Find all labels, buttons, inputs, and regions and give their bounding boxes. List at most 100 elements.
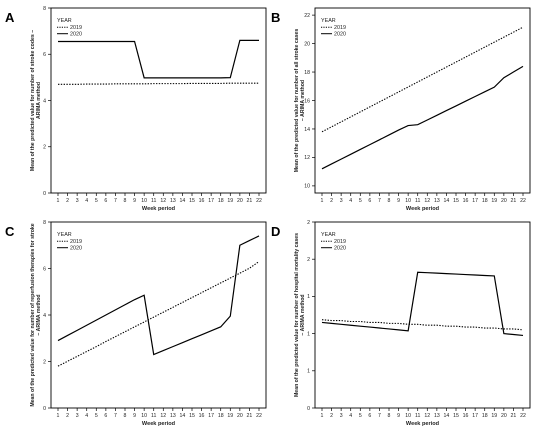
x-tick-label: 16: [199, 413, 205, 419]
x-tick-label: 8: [388, 413, 391, 419]
y-tick-label: 18: [304, 70, 310, 76]
series-line-2020: [321, 271, 524, 337]
x-tick-label: 6: [368, 198, 371, 204]
y-tick-label: 8: [43, 220, 46, 226]
y-tick-label: 14: [304, 127, 310, 133]
x-tick-label: 14: [444, 198, 450, 204]
y-axis-label-line: – ARIMA method: [300, 294, 306, 335]
x-tick-label: 13: [434, 198, 440, 204]
y-tick-label: 20: [304, 41, 310, 47]
x-tick-label: 11: [151, 413, 156, 419]
x-axis-label: Week period: [142, 421, 176, 427]
x-tick-label: 19: [227, 198, 233, 204]
x-tick-label: 10: [405, 413, 411, 419]
legend-label: 2020: [334, 32, 346, 38]
x-tick-label: 11: [415, 198, 420, 204]
y-tick-label: 16: [304, 98, 310, 104]
x-tick-label: 22: [520, 198, 526, 204]
legend-title: YEAR: [57, 18, 72, 24]
x-tick-label: 20: [237, 413, 243, 419]
x-tick-label: 10: [141, 198, 147, 204]
x-axis-label: Week period: [142, 206, 176, 212]
y-tick-label: 4: [43, 98, 46, 104]
legend-label: 2020: [70, 32, 82, 38]
panel-label: C: [5, 224, 15, 239]
y-tick-label: 22: [304, 13, 310, 19]
series-line-2020: [321, 65, 524, 170]
y-tick-label: 1: [307, 369, 310, 375]
y-tick-label: 12: [304, 155, 310, 161]
x-tick-label: 22: [520, 413, 526, 419]
x-tick-label: 1: [57, 413, 60, 419]
y-tick-label: 2: [307, 220, 310, 226]
x-tick-label: 4: [85, 198, 88, 204]
x-tick-label: 17: [208, 413, 214, 419]
x-tick-label: 4: [85, 413, 88, 419]
x-tick-label: 8: [388, 198, 391, 204]
y-axis-label-line: – ARIMA method: [300, 80, 306, 121]
y-tick-label: 0: [307, 406, 310, 412]
x-tick-label: 6: [368, 413, 371, 419]
y-tick-label: 1: [307, 331, 310, 337]
y-axis-label: Mean of the predicted value for number o…: [294, 233, 306, 397]
x-tick-label: 20: [237, 198, 243, 204]
x-tick-label: 15: [189, 413, 195, 419]
x-tick-label: 8: [124, 198, 127, 204]
legend-label: 2020: [334, 246, 346, 252]
x-tick-label: 8: [124, 413, 127, 419]
y-axis-label-line: – ARIMA method: [36, 294, 42, 335]
x-tick-label: 14: [180, 413, 186, 419]
series-line-2020: [58, 39, 259, 79]
x-tick-label: 6: [104, 198, 107, 204]
x-tick-label: 4: [349, 413, 352, 419]
x-tick-label: 3: [340, 413, 343, 419]
y-tick-label: 6: [43, 52, 46, 58]
y-axis-label-line: Mean of the predicted value for number o…: [294, 29, 300, 173]
x-tick-label: 5: [359, 198, 362, 204]
y-axis-label-line: Mean of the predicted value for number o…: [294, 233, 300, 397]
x-tick-label: 9: [133, 413, 136, 419]
x-tick-label: 16: [463, 413, 469, 419]
x-tick-label: 2: [66, 413, 69, 419]
x-tick-label: 18: [218, 413, 224, 419]
legend-label: 2019: [70, 239, 82, 245]
x-tick-label: 16: [463, 198, 469, 204]
y-tick-label: 6: [43, 266, 46, 272]
x-tick-label: 1: [321, 413, 324, 419]
y-tick-label: 10: [304, 184, 310, 190]
x-tick-label: 3: [340, 198, 343, 204]
plot-frame: [314, 7, 531, 194]
x-tick-label: 17: [472, 198, 478, 204]
y-axis-label-line: Mean of the predicted value for number o…: [30, 30, 36, 171]
x-tick-label: 10: [141, 413, 147, 419]
x-tick-label: 16: [199, 198, 205, 204]
x-tick-label: 21: [247, 198, 253, 204]
x-tick-label: 18: [482, 413, 488, 419]
x-tick-label: 19: [491, 413, 497, 419]
y-axis-label-line: ARIMA method: [36, 82, 42, 119]
x-tick-label: 3: [76, 198, 79, 204]
x-tick-label: 14: [444, 413, 450, 419]
x-tick-label: 14: [180, 198, 186, 204]
x-tick-label: 13: [170, 413, 176, 419]
x-tick-label: 5: [95, 198, 98, 204]
x-tick-label: 9: [133, 198, 136, 204]
x-tick-label: 18: [218, 198, 224, 204]
plot-frame: [50, 7, 267, 194]
plot-frame: [314, 221, 531, 409]
x-tick-label: 18: [482, 198, 488, 204]
x-tick-label: 9: [397, 413, 400, 419]
x-tick-label: 20: [501, 413, 507, 419]
x-tick-label: 21: [511, 413, 517, 419]
x-axis-label: Week period: [406, 421, 440, 427]
x-tick-label: 12: [424, 198, 430, 204]
panel-label: A: [5, 10, 15, 25]
series-line-2019: [57, 261, 260, 367]
x-tick-label: 15: [453, 198, 459, 204]
x-tick-label: 17: [208, 198, 214, 204]
y-tick-label: 8: [43, 6, 46, 12]
x-tick-label: 5: [95, 413, 98, 419]
series-line-2019: [58, 82, 259, 85]
